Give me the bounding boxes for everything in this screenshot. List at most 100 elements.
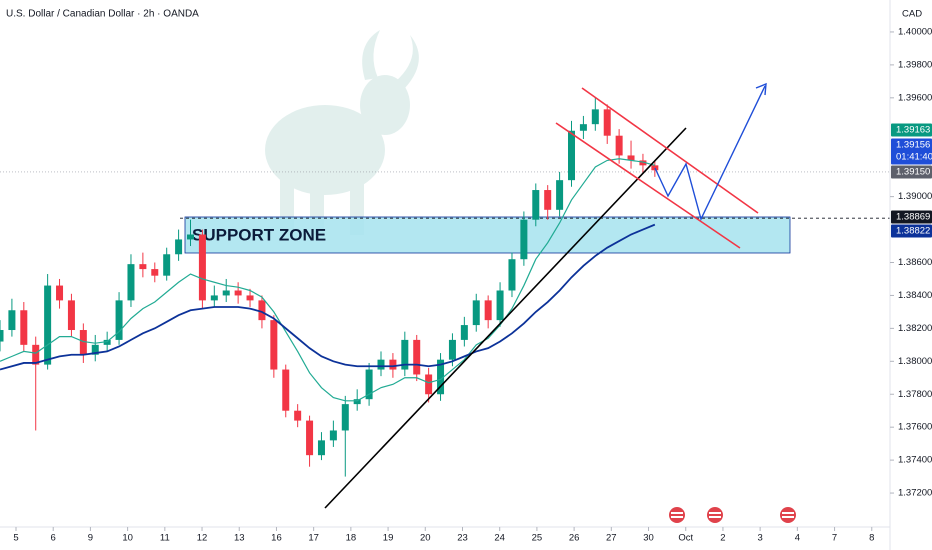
candle-body bbox=[615, 135, 623, 156]
y-tick-label: 1.38000 bbox=[898, 356, 932, 367]
support-zone bbox=[184, 216, 791, 254]
x-tick-label: 23 bbox=[457, 533, 468, 544]
candle-body bbox=[44, 285, 52, 365]
candle-body bbox=[270, 320, 278, 370]
candle-body bbox=[401, 339, 409, 370]
currency-label: CAD bbox=[902, 9, 922, 20]
candle-body bbox=[317, 440, 325, 456]
price-label-box bbox=[891, 224, 932, 238]
x-tick-label: 9 bbox=[88, 533, 93, 544]
candle-body bbox=[222, 290, 230, 296]
x-tick-label: Oct bbox=[678, 533, 693, 544]
price-label: 1.39150 bbox=[896, 167, 930, 178]
price-label: 1.39156 bbox=[896, 140, 930, 151]
price-label-box bbox=[891, 210, 932, 224]
bull-illustration bbox=[265, 30, 419, 235]
candle-body bbox=[79, 330, 87, 355]
trend-line bbox=[324, 127, 687, 509]
candle-body bbox=[341, 404, 349, 431]
projection-arrowhead bbox=[755, 82, 767, 96]
x-tick-label: 25 bbox=[532, 533, 543, 544]
candle-body bbox=[532, 190, 540, 220]
candle-body bbox=[210, 295, 218, 301]
candle-body bbox=[151, 269, 159, 276]
x-tick-label: 5 bbox=[13, 533, 18, 544]
x-tick-label: 8 bbox=[869, 533, 874, 544]
candle-body bbox=[127, 264, 135, 301]
candle-body bbox=[520, 219, 528, 260]
candle-body bbox=[591, 109, 599, 125]
price-label: 1.38869 bbox=[896, 212, 930, 223]
x-tick-label: 4 bbox=[795, 533, 800, 544]
x-tick-label: 11 bbox=[160, 533, 170, 544]
y-tick-label: 1.37400 bbox=[898, 455, 932, 466]
candle-body bbox=[234, 290, 242, 296]
x-tick-label: 17 bbox=[308, 533, 319, 544]
candle-body bbox=[20, 310, 28, 345]
event-icons bbox=[669, 507, 796, 523]
candle-body bbox=[413, 339, 421, 375]
y-tick-label: 1.37800 bbox=[898, 389, 932, 400]
y-tick-label: 1.37600 bbox=[898, 422, 932, 433]
candle-body bbox=[67, 300, 75, 331]
candle-body bbox=[103, 339, 111, 345]
x-tick-label: 20 bbox=[420, 533, 431, 544]
candle-body bbox=[556, 180, 564, 210]
x-tick-label: 3 bbox=[757, 533, 762, 544]
candle-body bbox=[258, 300, 266, 321]
candle-body bbox=[163, 254, 171, 276]
candle-body bbox=[651, 165, 659, 171]
candle-body bbox=[187, 234, 195, 240]
y-tick-label: 1.38400 bbox=[898, 290, 932, 301]
channel-lower bbox=[555, 122, 741, 249]
candle-body bbox=[544, 190, 552, 210]
price-label: 1.38822 bbox=[896, 226, 930, 237]
support-zone-label: SUPPORT ZONE bbox=[192, 225, 326, 244]
x-tick-label: 10 bbox=[122, 533, 133, 544]
price-label: 1.39163 bbox=[896, 125, 930, 136]
candle-body bbox=[198, 234, 206, 301]
y-tick-label: 1.39000 bbox=[898, 191, 932, 202]
candle-body bbox=[0, 330, 4, 342]
candle-body bbox=[627, 155, 635, 161]
candle-body bbox=[246, 295, 254, 301]
y-tick-label: 1.37200 bbox=[898, 488, 932, 499]
candle-body bbox=[365, 369, 373, 400]
x-tick-label: 16 bbox=[271, 533, 282, 544]
candle-body bbox=[603, 109, 611, 136]
candle-body bbox=[91, 344, 99, 355]
y-tick-label: 1.38600 bbox=[898, 257, 932, 268]
candle-body bbox=[472, 300, 480, 326]
candle-body bbox=[460, 325, 468, 340]
candle-body bbox=[639, 160, 647, 166]
candle-body bbox=[377, 359, 385, 370]
candle-body bbox=[32, 344, 40, 365]
y-tick-label: 1.40000 bbox=[898, 26, 932, 37]
x-tick-label: 27 bbox=[606, 533, 617, 544]
candle-body bbox=[568, 130, 576, 181]
countdown-label: 01:41:40 bbox=[896, 152, 932, 163]
candle-body bbox=[115, 300, 123, 340]
x-tick-label: 6 bbox=[51, 533, 56, 544]
moving-average bbox=[0, 223, 656, 371]
channel-upper bbox=[581, 87, 759, 214]
moving-average bbox=[0, 158, 656, 402]
y-tick-label: 1.39600 bbox=[898, 92, 932, 103]
x-tick-label: 2 bbox=[720, 533, 725, 544]
candle-body bbox=[508, 259, 516, 291]
candle-body bbox=[139, 264, 147, 270]
candle-body bbox=[8, 310, 16, 331]
candle-body bbox=[496, 290, 504, 321]
projection-path bbox=[654, 85, 766, 221]
x-tick-label: 26 bbox=[569, 533, 580, 544]
price-label-box bbox=[891, 138, 932, 165]
candle-body bbox=[282, 369, 290, 411]
candle-body bbox=[579, 124, 587, 131]
candle-body bbox=[306, 420, 314, 456]
candle-body bbox=[484, 300, 492, 321]
candle-body bbox=[437, 359, 445, 395]
y-tick-label: 1.38200 bbox=[898, 323, 932, 334]
x-tick-label: 7 bbox=[832, 533, 837, 544]
candle-body bbox=[448, 339, 456, 360]
chart-title: U.S. Dollar / Canadian Dollar · 2h · OAN… bbox=[6, 9, 199, 20]
